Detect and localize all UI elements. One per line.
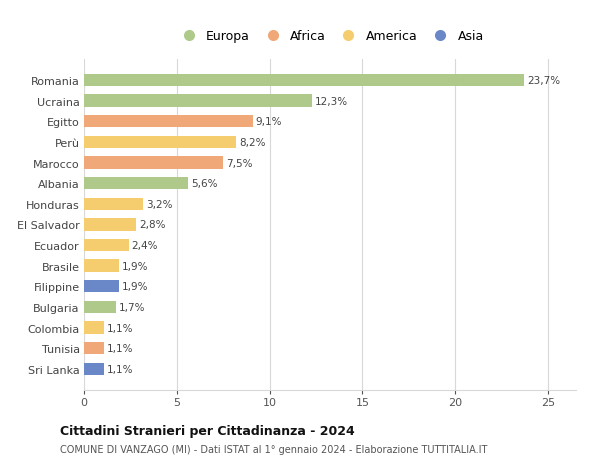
Text: 1,9%: 1,9% — [122, 282, 149, 291]
Text: 1,1%: 1,1% — [107, 343, 134, 353]
Bar — [84, 75, 524, 87]
Text: 1,7%: 1,7% — [118, 302, 145, 312]
Text: 2,8%: 2,8% — [139, 220, 165, 230]
Bar — [84, 157, 223, 169]
Text: 12,3%: 12,3% — [315, 96, 348, 106]
Bar — [84, 363, 104, 375]
Text: 1,1%: 1,1% — [107, 323, 134, 333]
Bar — [84, 95, 313, 107]
Bar — [84, 342, 104, 354]
Bar — [84, 198, 143, 211]
Text: 23,7%: 23,7% — [527, 76, 560, 86]
Text: COMUNE DI VANZAGO (MI) - Dati ISTAT al 1° gennaio 2024 - Elaborazione TUTTITALIA: COMUNE DI VANZAGO (MI) - Dati ISTAT al 1… — [60, 444, 487, 454]
Text: 9,1%: 9,1% — [256, 117, 282, 127]
Bar — [84, 116, 253, 128]
Text: 5,6%: 5,6% — [191, 179, 217, 189]
Text: 2,4%: 2,4% — [131, 241, 158, 251]
Legend: Europa, Africa, America, Asia: Europa, Africa, America, Asia — [172, 26, 488, 47]
Text: 7,5%: 7,5% — [226, 158, 253, 168]
Bar — [84, 239, 128, 252]
Bar — [84, 280, 119, 293]
Text: 3,2%: 3,2% — [146, 199, 173, 209]
Bar — [84, 219, 136, 231]
Bar — [84, 136, 236, 149]
Text: 8,2%: 8,2% — [239, 138, 266, 148]
Bar — [84, 322, 104, 334]
Bar — [84, 178, 188, 190]
Text: Cittadini Stranieri per Cittadinanza - 2024: Cittadini Stranieri per Cittadinanza - 2… — [60, 425, 355, 437]
Text: 1,1%: 1,1% — [107, 364, 134, 374]
Bar — [84, 301, 116, 313]
Bar — [84, 260, 119, 272]
Text: 1,9%: 1,9% — [122, 261, 149, 271]
